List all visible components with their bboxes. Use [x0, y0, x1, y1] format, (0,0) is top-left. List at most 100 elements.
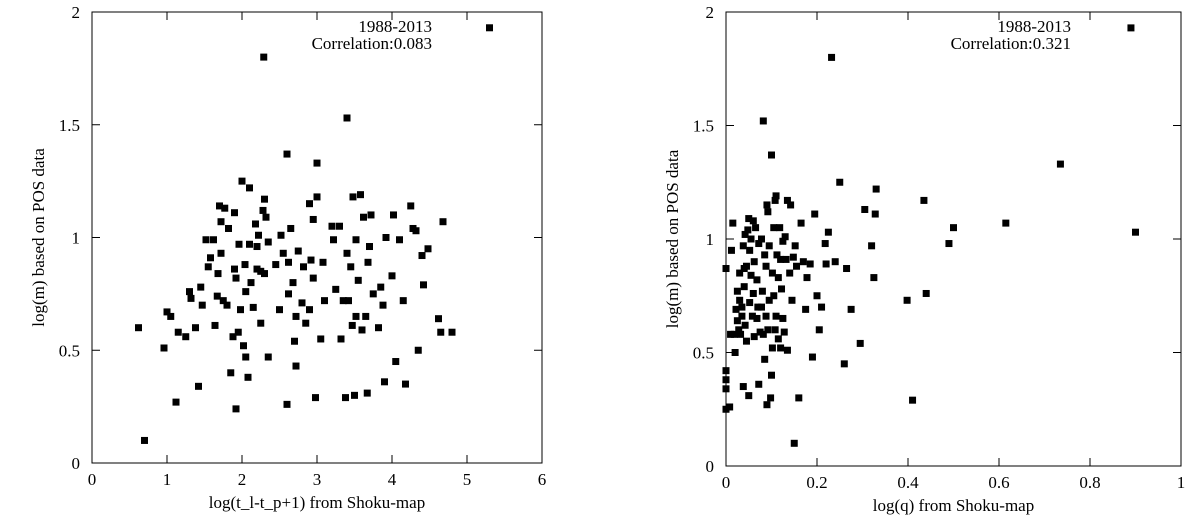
data-point	[749, 217, 757, 225]
data-point	[319, 258, 327, 266]
data-point	[754, 303, 762, 311]
data-point	[770, 292, 778, 300]
data-point	[342, 394, 349, 402]
data-point	[439, 218, 447, 226]
data-point	[352, 312, 360, 320]
x-axis-label: log(q) from Shoku-map	[873, 496, 1034, 515]
y-tick-label: 1.5	[59, 116, 80, 135]
data-point	[435, 315, 442, 323]
data-point	[770, 224, 778, 232]
data-point	[375, 324, 382, 332]
data-point	[216, 202, 223, 210]
data-point	[219, 297, 227, 305]
data-point	[806, 260, 814, 268]
data-point	[768, 269, 776, 277]
data-point	[742, 262, 750, 270]
data-point	[234, 328, 242, 336]
data-point	[217, 249, 225, 257]
data-point	[202, 236, 210, 244]
data-point	[412, 227, 420, 235]
data-point	[289, 279, 297, 287]
x-axis-label: log(t_l-t_p+1) from Shoku-map	[209, 493, 425, 512]
data-point	[783, 346, 791, 354]
data-point	[167, 312, 175, 320]
data-point	[352, 236, 360, 244]
data-point	[247, 279, 255, 287]
data-point	[312, 394, 319, 402]
data-point	[765, 242, 773, 250]
data-point	[377, 283, 385, 291]
data-point	[831, 258, 839, 266]
data-point	[772, 312, 780, 320]
data-point	[741, 321, 749, 329]
data-point	[367, 211, 375, 219]
data-point	[763, 401, 771, 409]
data-point	[730, 330, 738, 338]
data-point	[211, 321, 219, 329]
data-point	[231, 265, 238, 273]
data-point	[732, 305, 740, 313]
data-point	[221, 204, 229, 212]
data-point	[1127, 24, 1135, 32]
data-point	[871, 210, 879, 218]
data-point	[285, 290, 292, 298]
data-point	[861, 205, 869, 213]
data-point	[214, 270, 222, 278]
data-point	[843, 265, 851, 273]
data-point	[242, 288, 250, 296]
data-point	[780, 328, 788, 336]
data-point	[821, 240, 829, 248]
data-point	[745, 392, 753, 400]
data-point	[748, 312, 756, 320]
data-point	[755, 240, 763, 248]
data-point	[736, 269, 744, 277]
data-point	[276, 306, 283, 314]
data-point	[264, 353, 272, 361]
data-point	[317, 335, 325, 343]
data-point	[210, 236, 217, 244]
y-tick-label: 0.5	[59, 341, 80, 360]
data-point	[761, 251, 769, 259]
data-point	[240, 342, 247, 350]
data-point	[739, 383, 747, 391]
x-tick-label: 2	[238, 470, 247, 489]
data-point	[822, 260, 830, 268]
data-point	[238, 177, 246, 185]
data-point	[362, 312, 370, 320]
data-point	[773, 251, 781, 259]
data-point	[279, 249, 287, 257]
data-point	[232, 274, 240, 282]
data-point	[856, 339, 864, 347]
data-point	[950, 224, 957, 232]
data-point	[309, 274, 317, 282]
data-point	[808, 353, 816, 361]
data-point	[741, 230, 749, 238]
data-point	[759, 117, 767, 125]
data-point	[160, 344, 168, 352]
data-point	[909, 396, 917, 404]
data-point	[348, 321, 356, 329]
data-point	[731, 349, 739, 356]
data-point	[920, 196, 928, 204]
data-point	[302, 319, 310, 327]
data-point	[261, 270, 268, 278]
data-point	[750, 333, 758, 341]
data-point	[757, 235, 765, 243]
data-point	[486, 24, 493, 32]
data-point	[746, 299, 754, 307]
data-point	[1002, 219, 1010, 227]
data-point	[757, 303, 765, 311]
x-tick-label: 0.8	[1079, 473, 1100, 492]
annotation-period: 1988-2013	[997, 17, 1071, 36]
data-point	[787, 201, 795, 209]
data-point	[306, 306, 313, 314]
data-point	[418, 252, 426, 260]
data-point	[738, 303, 746, 311]
data-point	[772, 192, 780, 200]
data-point	[762, 312, 770, 320]
data-point	[799, 258, 807, 266]
y-tick-label: 2	[706, 3, 715, 22]
annotation-period: 1988-2013	[358, 17, 432, 36]
y-tick-label: 0	[706, 457, 715, 476]
data-point	[749, 289, 757, 297]
